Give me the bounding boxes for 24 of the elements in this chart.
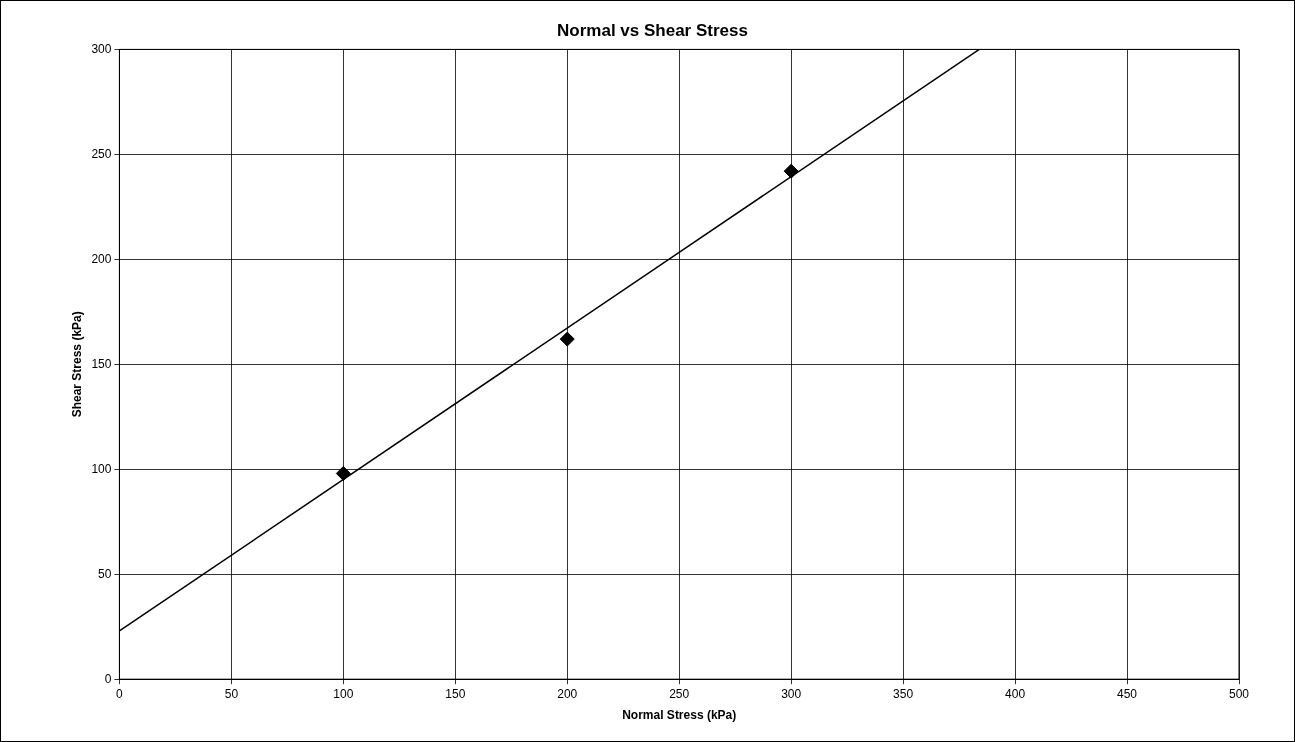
point <box>783 163 799 179</box>
y-tick-label: 250 <box>91 146 112 161</box>
y-tick-label: 150 <box>91 356 112 371</box>
y-tick-label: 0 <box>104 671 112 686</box>
x-tick-label: 450 <box>1117 686 1138 701</box>
x-axis-title: Normal Stress (kPa) <box>622 708 737 723</box>
point <box>559 331 575 347</box>
x-tick-label: 150 <box>445 686 466 701</box>
x-tick-label: 50 <box>224 686 239 701</box>
y-tick-label: 50 <box>98 566 112 581</box>
y-axis-title: Shear Stress (kPa) <box>69 311 84 418</box>
x-tick-label: 100 <box>333 686 354 701</box>
x-tick-label: 400 <box>1005 686 1026 701</box>
y-tick-label: 300 <box>91 41 112 56</box>
x-tick-label: 0 <box>116 686 124 701</box>
y-tick-label: 200 <box>91 251 112 266</box>
chart-title: Normal vs Shear Stress <box>557 20 748 40</box>
x-tick-label: 350 <box>893 686 914 701</box>
point <box>335 465 351 481</box>
x-tick-label: 300 <box>781 686 802 701</box>
x-tick-label: 500 <box>1228 686 1250 701</box>
x-tick-label: 250 <box>669 686 690 701</box>
y-tick-label: 100 <box>91 461 112 476</box>
x-tick-label: 200 <box>557 686 578 701</box>
